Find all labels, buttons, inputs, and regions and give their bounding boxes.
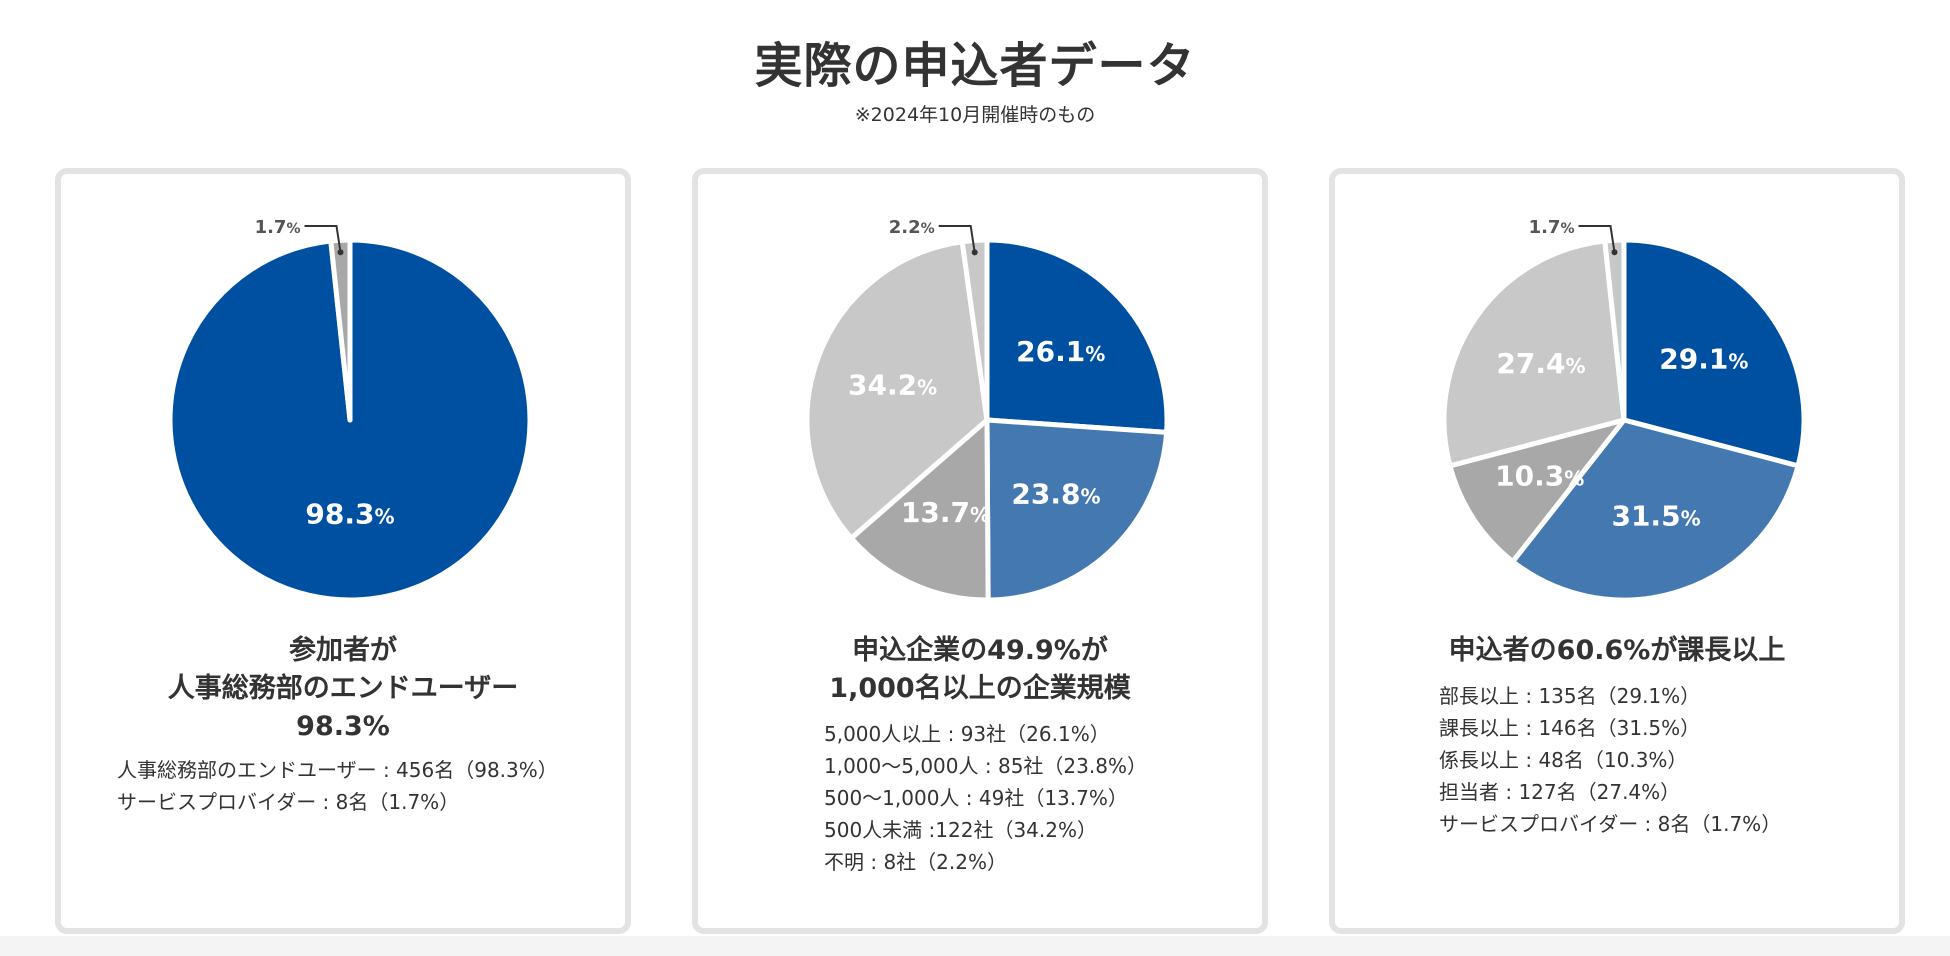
heading-line: 申込企業の49.9%が — [852, 635, 1108, 666]
callout-dot — [971, 249, 978, 256]
pie-chart-job-title: 29.1%31.5%10.3%27.4%1.7% — [1441, 217, 1807, 603]
pie-slice-1 — [1510, 417, 1801, 603]
pie-slice-1 — [984, 417, 1170, 603]
callout-dot — [337, 249, 344, 256]
detail-item: 課長以上 : 146名（31.5%） — [1439, 716, 1701, 740]
slice-value-label: 27.4% — [1496, 347, 1585, 380]
heading-line: 人事総務部のエンドユーザー — [167, 673, 519, 704]
detail-list: 5,000人以上 : 93社（26.1%） 1,000〜5,000人 : 85社… — [824, 718, 1147, 878]
heading-line: 参加者が — [289, 635, 397, 666]
pie-slice-3 — [1441, 238, 1627, 469]
pie-slice-4 — [959, 237, 990, 423]
pie-slice-4 — [1602, 237, 1627, 423]
detail-item: 5,000人以上 : 93社（26.1%） — [824, 722, 1110, 746]
card-heading: 申込企業の49.9%が 1,000名以上の企業規模 — [698, 632, 1262, 708]
card-heading: 参加者が 人事総務部のエンドユーザー 98.3% — [61, 632, 625, 746]
detail-item: 500人未満 :122社（34.2%） — [824, 818, 1097, 842]
heading-line: 申込者の60.6%が課長以上 — [1448, 635, 1786, 666]
detail-item: 1,000〜5,000人 : 85社（23.8%） — [824, 754, 1147, 778]
pie-chart-participants: 98.3%1.7% — [167, 217, 533, 603]
heading-line: 1,000名以上の企業規模 — [829, 673, 1131, 704]
slice-value-label: 23.8% — [1011, 477, 1100, 510]
pie-slice-3 — [804, 239, 990, 541]
detail-list: 人事総務部のエンドユーザー : 456名（98.3%） サービスプロバイダー :… — [117, 754, 558, 818]
card-participants: 98.3% 1.7% 参加者が 人事総務部のエンドユーザー 98.3% 人事総務部… — [55, 168, 631, 934]
detail-list: 部長以上 : 135名（29.1%） 課長以上 : 146名（31.5%） 係長… — [1439, 680, 1781, 840]
pie-slice-1 — [328, 237, 353, 423]
heading-line: 98.3% — [296, 711, 390, 742]
detail-item: 係長以上 : 48名（10.3%） — [1439, 748, 1688, 772]
pie-slice-0 — [984, 237, 1170, 435]
page-title: 実際の申込者データ — [754, 38, 1196, 94]
page-bottom-strip — [0, 936, 1950, 956]
detail-item: 500〜1,000人 : 49社（13.7%） — [824, 786, 1128, 810]
callout-value-label: 1.7% — [1529, 217, 1575, 238]
detail-item: 不明 : 8社（2.2%） — [824, 850, 1007, 874]
slice-value-label: 26.1% — [1016, 335, 1105, 368]
card-heading: 申込者の60.6%が課長以上 — [1335, 632, 1899, 670]
detail-item: サービスプロバイダー : 8名（1.7%） — [117, 790, 460, 814]
pie-slice-0 — [1621, 237, 1807, 469]
pie-slice-2 — [848, 417, 991, 603]
callout-value-label: 1.7% — [255, 217, 301, 238]
card-job-title: 29.1% 31.5% 10.3% 27.4% 1.7% 申込者の60.6%が課長以上 … — [1329, 168, 1905, 934]
detail-item: サービスプロバイダー : 8名（1.7%） — [1439, 812, 1782, 836]
detail-item: 人事総務部のエンドユーザー : 456名（98.3%） — [117, 758, 558, 782]
card-company-size: 26.1% 23.8% 13.7% 34.2% 2.2% 申込企業の49.9%が 1,0… — [692, 168, 1268, 934]
detail-item: 担当者 : 127名（27.4%） — [1439, 780, 1681, 804]
page-note: ※2024年10月開催時のもの — [854, 104, 1096, 126]
pie-chart-company-size: 26.1%23.8%13.7%34.2%2.2% — [804, 217, 1170, 603]
detail-item: 部長以上 : 135名（29.1%） — [1439, 684, 1701, 708]
callout-value-label: 2.2% — [889, 217, 935, 238]
callout-leader-line — [304, 225, 342, 253]
callout-leader-line — [938, 225, 976, 253]
callout-dot — [1611, 249, 1618, 256]
callout-leader-line — [1578, 225, 1616, 253]
